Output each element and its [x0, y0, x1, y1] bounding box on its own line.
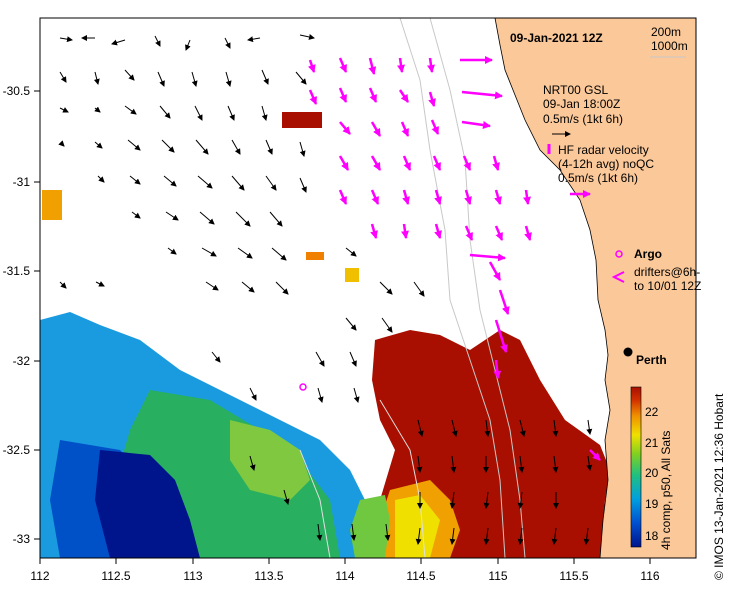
x-tick-label: 112.5 — [101, 569, 130, 583]
colorbar-tick-21: 21 — [645, 436, 659, 450]
y-tick-label: -31 — [13, 175, 31, 189]
x-tick-label: 112 — [30, 569, 49, 583]
map-title: 09-Jan-2021 12Z — [510, 31, 603, 45]
argo-float-marker — [299, 383, 307, 391]
model-legend-line2: 09-Jan 18:00Z — [543, 97, 620, 111]
colorbar-tick-22: 22 — [645, 405, 659, 419]
model-legend-line1: NRT00 GSL — [543, 83, 608, 97]
bathy-legend-200: 200m — [651, 25, 681, 39]
sst-colorbar — [630, 386, 642, 548]
sst-raster — [40, 112, 610, 558]
x-tick-label: 115.5 — [559, 569, 588, 583]
argo-legend-icon — [615, 250, 623, 258]
argo-legend-label: Argo — [634, 247, 662, 261]
credit-text: © IMOS 13-Jan-2021 12:36 Hobart — [712, 393, 726, 580]
y-tick-label: -33 — [13, 532, 31, 546]
y-tick-label: -32 — [13, 354, 31, 368]
y-tick-label: -31.5 — [3, 264, 31, 278]
x-tick-label: 113.5 — [254, 569, 283, 583]
radar-legend-line1: HF radar velocity — [558, 143, 649, 157]
hf-radar-arrows — [307, 56, 601, 461]
perth-marker — [623, 347, 633, 357]
drifters-legend-line2: to 10/01 12Z — [634, 279, 701, 293]
drifter-legend-icon — [611, 271, 625, 283]
y-axis: -30.5 -31 -31.5 -32 -32.5 -33 — [3, 84, 40, 546]
model-velocity-arrows — [58, 34, 593, 545]
bathymetry-contours — [299, 17, 526, 559]
x-tick-label: 114.5 — [406, 569, 435, 583]
colorbar-label: 4h comp, p50, All Sats — [659, 431, 673, 550]
y-tick-label: -32.5 — [3, 443, 31, 457]
radar-legend-line3: 0.5m/s (1kt 6h) — [558, 171, 638, 185]
x-axis: 112 112.5 113 113.5 114 114.5 115 115.5 … — [30, 558, 660, 583]
x-tick-label: 115 — [488, 569, 507, 583]
colorbar-tick-19: 19 — [645, 497, 659, 511]
model-legend-line3: 0.5m/s (1kt 6h) — [543, 112, 623, 126]
plot-frame — [39, 17, 697, 559]
x-tick-label: 113 — [183, 569, 202, 583]
colorbar-tick-20: 20 — [645, 466, 659, 480]
drifters-legend-line1: drifters@6h- — [634, 265, 700, 279]
y-tick-label: -30.5 — [3, 84, 31, 98]
colorbar-tick-18: 18 — [645, 529, 659, 543]
radar-legend-line2: (4-12h avg) noQC — [558, 157, 654, 171]
city-label: Perth — [636, 353, 667, 367]
x-tick-label: 114 — [335, 569, 354, 583]
bathy-legend-1000: 1000m — [651, 39, 688, 53]
x-tick-label: 116 — [640, 569, 659, 583]
land-mass — [494, 17, 697, 559]
